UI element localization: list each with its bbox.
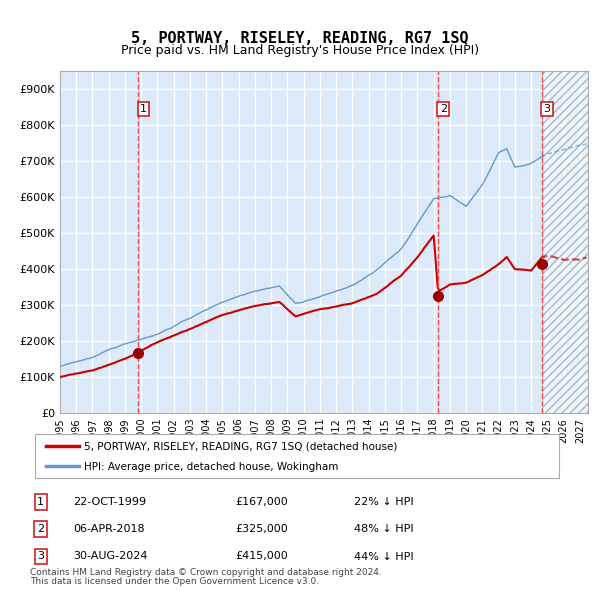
Text: 1: 1: [140, 104, 147, 114]
Text: £415,000: £415,000: [235, 552, 288, 562]
Text: 5, PORTWAY, RISELEY, READING, RG7 1SQ (detached house): 5, PORTWAY, RISELEY, READING, RG7 1SQ (d…: [84, 442, 397, 452]
Text: Contains HM Land Registry data © Crown copyright and database right 2024.: Contains HM Land Registry data © Crown c…: [30, 568, 382, 577]
Text: 06-APR-2018: 06-APR-2018: [73, 525, 145, 534]
Text: 3: 3: [37, 552, 44, 562]
Text: £325,000: £325,000: [235, 525, 288, 534]
Text: 1: 1: [37, 497, 44, 507]
Text: 48% ↓ HPI: 48% ↓ HPI: [354, 525, 413, 534]
Text: 22-OCT-1999: 22-OCT-1999: [73, 497, 146, 507]
Text: 5, PORTWAY, RISELEY, READING, RG7 1SQ: 5, PORTWAY, RISELEY, READING, RG7 1SQ: [131, 31, 469, 46]
Bar: [542, 71, 588, 413]
Text: £167,000: £167,000: [235, 497, 288, 507]
Text: 30-AUG-2024: 30-AUG-2024: [73, 552, 148, 562]
Text: 2: 2: [440, 104, 447, 114]
Text: 44% ↓ HPI: 44% ↓ HPI: [354, 552, 413, 562]
Text: This data is licensed under the Open Government Licence v3.0.: This data is licensed under the Open Gov…: [30, 577, 319, 586]
Text: HPI: Average price, detached house, Wokingham: HPI: Average price, detached house, Woki…: [84, 462, 338, 472]
Text: 2: 2: [37, 525, 44, 534]
Text: 22% ↓ HPI: 22% ↓ HPI: [354, 497, 413, 507]
Text: 3: 3: [544, 104, 550, 114]
Text: Price paid vs. HM Land Registry's House Price Index (HPI): Price paid vs. HM Land Registry's House …: [121, 44, 479, 57]
Bar: [542, 71, 588, 413]
FancyBboxPatch shape: [35, 434, 559, 478]
